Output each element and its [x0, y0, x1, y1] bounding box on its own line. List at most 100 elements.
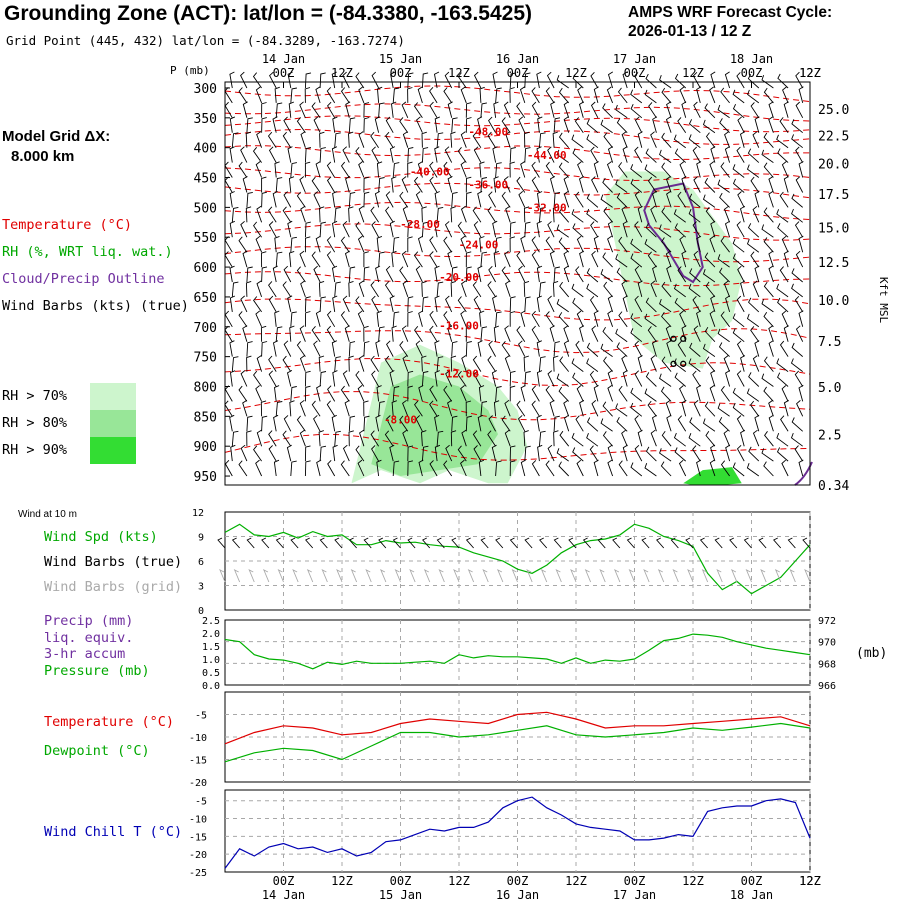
wind-barb [777, 223, 789, 238]
wind-barb [634, 191, 643, 208]
wind-barb [545, 236, 555, 253]
wind-barb [516, 102, 526, 119]
wind-barb [509, 385, 516, 402]
wind-barb [709, 459, 716, 477]
wind-barb [740, 280, 746, 298]
top-time-tick-end: 12Z [799, 66, 821, 80]
wind-barb [434, 444, 441, 462]
wind-barb [661, 281, 672, 298]
precip-tick-2: 1.0 [202, 655, 220, 666]
wind-barb [283, 415, 292, 432]
wind-barb [709, 86, 716, 104]
wind-barb [504, 355, 511, 372]
wind-barb [389, 295, 395, 312]
wind-barb [348, 266, 356, 283]
wind-barb [238, 460, 248, 477]
wind-barb [345, 101, 351, 118]
wind-barb [401, 325, 409, 342]
wind-barb [607, 385, 614, 402]
temperature-contour-1 [224, 103, 811, 122]
wind-barb [634, 116, 643, 133]
temperature-contour-15 [224, 433, 811, 461]
wind-barb [480, 401, 488, 417]
pressure-tick-300: 300 [194, 82, 217, 97]
wind-barb [696, 459, 702, 477]
wind-barb [622, 370, 628, 387]
wind-barb [572, 223, 584, 238]
wind-barb [230, 444, 236, 462]
wind-barb [606, 86, 614, 104]
surface-wind-barb-grid [774, 569, 782, 583]
wind-barb [493, 176, 499, 193]
wind-barb [304, 236, 311, 253]
wind-barb [637, 429, 643, 447]
pressure-tick-750: 750 [194, 351, 217, 366]
wind-barb [576, 385, 584, 402]
wind-barb [407, 72, 414, 89]
wind-barb [240, 444, 248, 462]
wind-barb [348, 280, 354, 297]
wind-barb [342, 71, 350, 89]
wind-barb [421, 206, 427, 223]
wind-barb [794, 445, 804, 462]
wind-barb [224, 385, 233, 402]
surface-wind-barb [348, 537, 357, 549]
wind-barb [579, 399, 585, 417]
surface-wind-barb [656, 537, 665, 549]
wind-barb [679, 310, 687, 327]
wind-barb [509, 445, 516, 462]
wind-barb [724, 131, 731, 148]
rh-region-1 [605, 171, 742, 369]
wind-barb [378, 401, 385, 417]
wind-barb [559, 207, 570, 223]
wind-barb [272, 191, 278, 208]
wind-barb [246, 415, 253, 432]
wind-barb [791, 268, 803, 283]
wind-barb [417, 86, 423, 104]
wind-barb [407, 221, 414, 238]
wind-barb [709, 235, 716, 253]
wind-barb [252, 147, 262, 163]
wind-barb [552, 206, 559, 223]
wind-barb [444, 221, 453, 238]
wind-barb [457, 370, 467, 387]
wind-barb [261, 117, 267, 133]
temperature-label-7: -20.00 [439, 271, 479, 284]
wind-barb [487, 281, 496, 298]
wind-barb [736, 370, 745, 387]
surface-wind-barb [787, 537, 796, 549]
wind-barb [591, 325, 599, 342]
bottom-time-tick-9: 12Z [799, 874, 821, 888]
wind-barb [447, 101, 453, 118]
wind-barb [634, 295, 643, 313]
wind-barb [473, 295, 482, 313]
wind-barb [311, 102, 321, 119]
wind-barb [586, 134, 599, 149]
wind-barb [704, 103, 716, 119]
wind-barb [472, 355, 482, 372]
wind-barb [313, 340, 321, 357]
wind-barb [492, 71, 498, 89]
wind-barb [501, 117, 511, 133]
wind-barb [401, 250, 409, 268]
wind-barb [545, 385, 555, 402]
wind-barb [434, 340, 440, 357]
wind-barb [429, 251, 438, 268]
wind-barb [763, 461, 774, 477]
surface-wind-barb [334, 537, 343, 549]
wind-barb [385, 191, 394, 208]
wind-barb [563, 176, 570, 193]
wind-barb [348, 341, 356, 357]
wind-barb [725, 444, 731, 462]
surface-wind-barb-grid [643, 569, 650, 583]
wind-barb [571, 283, 584, 298]
wind-barb [547, 444, 555, 462]
wind-barb [710, 71, 716, 89]
legend-rh-80: RH > 80% [2, 415, 68, 431]
wind-barb [710, 370, 716, 387]
wind-barb [443, 460, 453, 477]
wind-barb [593, 459, 599, 477]
wind-barb [289, 400, 295, 417]
wind-barb [761, 224, 774, 238]
wind-barb [689, 193, 701, 208]
